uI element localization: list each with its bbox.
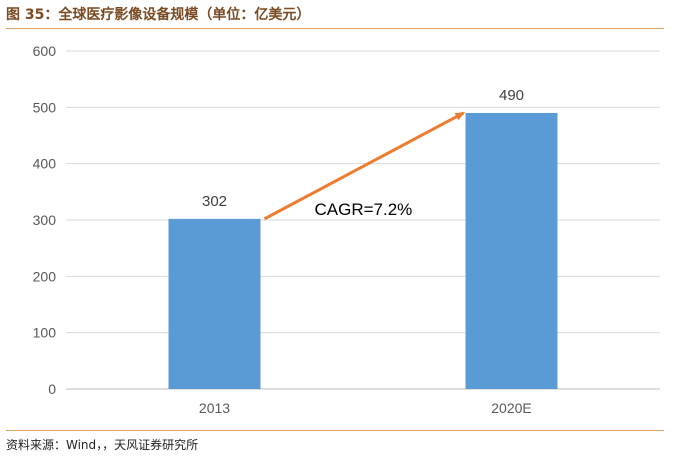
bar-2020E: [465, 112, 558, 389]
cagr-label: CAGR=7.2%: [315, 200, 413, 219]
bar-2013: [168, 218, 261, 389]
y-tick-label: 600: [33, 43, 57, 59]
source-note: 资料来源：Wind，，天风证券研究所: [6, 438, 199, 452]
y-tick-label: 200: [33, 268, 57, 284]
x-tick-label: 2020E: [491, 400, 531, 416]
cagr-arrow: [263, 111, 466, 221]
data-label: 490: [499, 87, 524, 104]
y-tick-label: 400: [33, 156, 57, 172]
y-tick-label: 100: [33, 325, 57, 341]
footer-divider: [6, 430, 664, 431]
title-divider: [6, 28, 664, 29]
x-tick-label: 2013: [199, 400, 230, 416]
bar-chart: 0 100 200 300 400 500 600 302 2013 490 2020E CAGR=7…: [33, 43, 660, 416]
y-tick-label: 0: [48, 381, 56, 397]
y-tick-label: 300: [33, 212, 57, 228]
data-label: 302: [202, 193, 227, 210]
figure-title: 图 35：全球医疗影像设备规模（单位：亿美元）: [6, 7, 311, 23]
y-tick-label: 500: [33, 99, 57, 115]
